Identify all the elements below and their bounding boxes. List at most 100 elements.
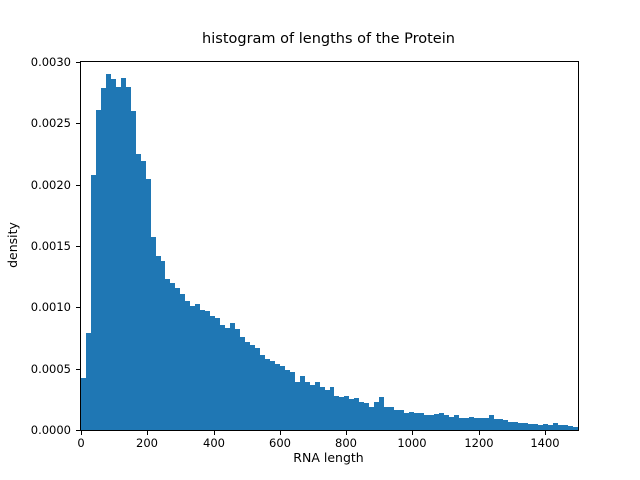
- histogram-bar: [200, 310, 205, 430]
- y-tick-label: 0.0030: [30, 55, 71, 69]
- histogram-bar: [131, 111, 136, 430]
- histogram-bar: [210, 316, 215, 430]
- x-tick-label: 1400: [530, 436, 560, 450]
- histogram-bar: [369, 407, 374, 430]
- histogram-bar: [414, 413, 419, 430]
- histogram-bar: [275, 364, 280, 430]
- histogram-bar: [300, 376, 305, 430]
- x-tick-label: 1200: [464, 436, 494, 450]
- histogram-bar: [81, 378, 86, 430]
- histogram-bar: [359, 402, 364, 430]
- histogram-bar: [573, 427, 578, 430]
- histogram-bar: [310, 385, 315, 430]
- histogram-bar: [399, 410, 404, 430]
- histogram-bar: [498, 419, 503, 430]
- y-tick-mark: [76, 369, 80, 370]
- histogram-bar: [533, 424, 538, 430]
- histogram-bar: [86, 333, 91, 430]
- x-tick-mark: [479, 431, 480, 435]
- histogram-bar: [121, 78, 126, 430]
- histogram-bar: [563, 425, 568, 430]
- histogram-bar: [106, 74, 111, 430]
- histogram-bar: [384, 407, 389, 430]
- y-tick-mark: [76, 307, 80, 308]
- histogram-bar: [101, 88, 106, 430]
- histogram-bar: [315, 382, 320, 430]
- histogram-bar: [151, 237, 156, 430]
- histogram-bar: [424, 415, 429, 430]
- histogram-bar: [170, 283, 175, 430]
- x-tick-mark: [81, 431, 82, 435]
- histogram-bar: [484, 418, 489, 430]
- histogram-bar: [354, 398, 359, 430]
- histogram-bar: [330, 387, 334, 430]
- y-tick-label: 0.0005: [30, 362, 71, 376]
- x-tick-label: 0: [77, 436, 85, 450]
- histogram-bar: [235, 329, 240, 430]
- x-tick-label: 800: [335, 436, 357, 450]
- histogram-bar: [325, 390, 330, 430]
- histogram-bar: [250, 345, 255, 430]
- histogram-bar: [374, 402, 379, 430]
- histogram-bar: [464, 418, 469, 430]
- histogram-bar: [394, 410, 399, 430]
- x-tick-mark: [545, 431, 546, 435]
- histogram-bar: [220, 325, 225, 430]
- y-tick-label: 0.0020: [30, 178, 71, 192]
- x-axis-label: RNA length: [293, 450, 364, 465]
- histogram-bar: [469, 417, 474, 430]
- histogram-bar: [230, 323, 235, 430]
- histogram-bar: [165, 279, 170, 430]
- histogram-bar: [225, 328, 230, 430]
- histogram-bar: [161, 261, 165, 430]
- histogram-bar: [489, 415, 494, 430]
- histogram-bar: [245, 342, 250, 430]
- histogram-bar: [494, 419, 498, 430]
- x-tick-mark: [412, 431, 413, 435]
- histogram-bar: [508, 422, 513, 430]
- histogram-bar: [305, 382, 310, 430]
- histogram-bar: [429, 415, 434, 430]
- y-tick-mark: [76, 246, 80, 247]
- histogram-bars: [81, 62, 578, 430]
- x-tick-mark: [280, 431, 281, 435]
- histogram-bar: [185, 301, 190, 430]
- x-tick-label: 1000: [397, 436, 427, 450]
- x-tick-mark: [214, 431, 215, 435]
- histogram-bar: [215, 318, 220, 430]
- x-tick-mark: [346, 431, 347, 435]
- histogram-bar: [404, 413, 409, 430]
- histogram-bar: [205, 311, 210, 430]
- histogram-bar: [320, 387, 325, 430]
- histogram-bar: [344, 396, 349, 430]
- histogram-bar: [349, 399, 354, 430]
- histogram-bar: [523, 423, 528, 430]
- y-tick-label: 0.0000: [30, 423, 71, 437]
- histogram-bar: [379, 397, 384, 430]
- plot-area: 0.0000 0.0005 0.0010 0.0015 0.0020 0.0025 0.00…: [31, 55, 579, 450]
- y-tick-label: 0.0025: [30, 116, 71, 130]
- histogram-bar: [265, 359, 270, 430]
- histogram-bar: [339, 397, 344, 430]
- histogram-bar: [190, 306, 195, 430]
- histogram-bar: [175, 288, 180, 430]
- histogram-bar: [146, 179, 151, 430]
- histogram-bar: [280, 366, 285, 430]
- x-tick-mark: [147, 431, 148, 435]
- histogram-bar: [528, 424, 533, 430]
- histogram-bar: [364, 403, 369, 430]
- histogram-bar: [156, 256, 161, 430]
- histogram-bar: [439, 413, 444, 430]
- y-tick-mark: [76, 123, 80, 124]
- y-tick-label: 0.0015: [30, 239, 71, 253]
- histogram-bar: [538, 425, 543, 430]
- histogram-bar: [513, 422, 518, 430]
- histogram-bar: [195, 304, 200, 430]
- histogram-bar: [459, 418, 464, 430]
- histogram-bar: [409, 412, 414, 430]
- histogram-bar: [240, 337, 245, 430]
- histogram-bar: [126, 87, 131, 430]
- histogram-bar: [434, 414, 439, 430]
- histogram-bar: [96, 110, 101, 430]
- histogram-bar: [255, 348, 260, 430]
